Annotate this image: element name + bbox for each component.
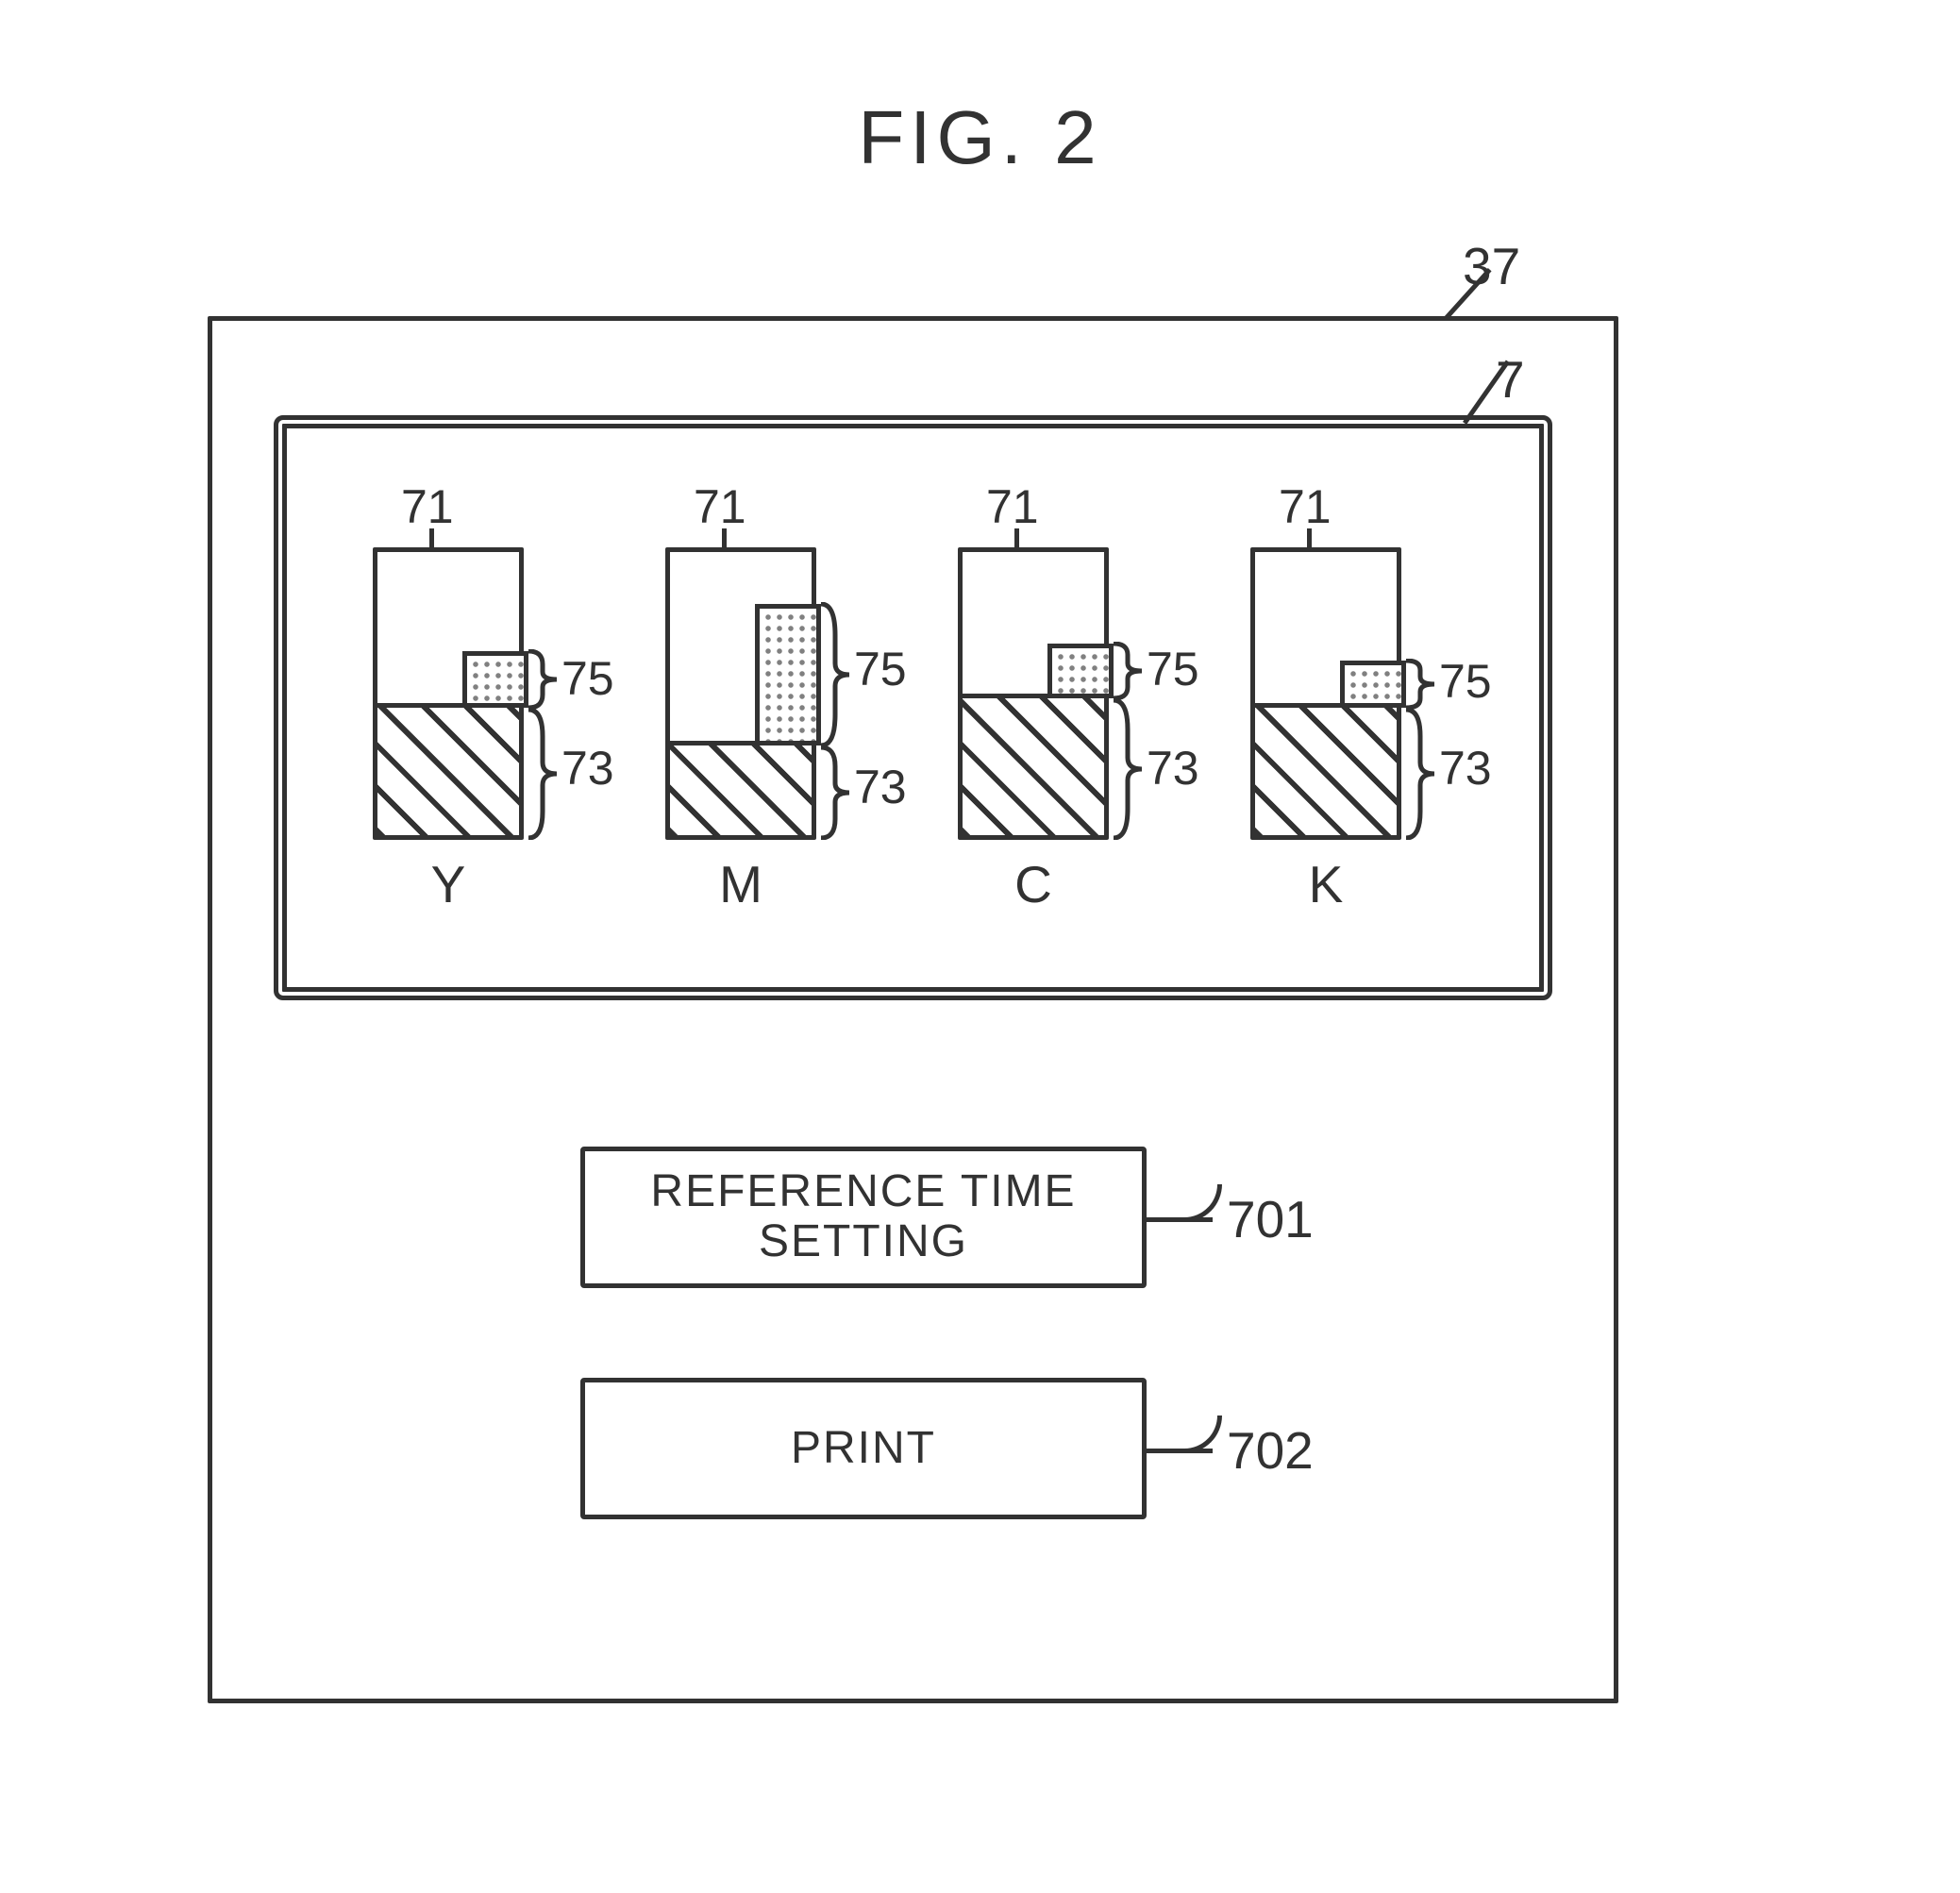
bar-label-y: Y bbox=[373, 854, 524, 914]
hatched-ref-c: 73 bbox=[1147, 741, 1199, 796]
ref-time-ref: 701 bbox=[1227, 1189, 1314, 1249]
dotted-ref-m: 75 bbox=[854, 642, 907, 696]
bar-label-m: M bbox=[665, 854, 816, 914]
dotted-ref-k: 75 bbox=[1439, 654, 1492, 709]
bar-label-c: C bbox=[958, 854, 1109, 914]
bar-hatched bbox=[963, 694, 1104, 835]
bar-label-k: K bbox=[1250, 854, 1401, 914]
bar-dotted bbox=[755, 604, 821, 745]
reference-time-setting-button[interactable]: REFERENCE TIME SETTING bbox=[580, 1147, 1147, 1288]
container-ref-c: 71 bbox=[986, 479, 1039, 534]
print-label: PRINT bbox=[791, 1424, 936, 1474]
container-ref-y: 71 bbox=[401, 479, 454, 534]
ref-time-leader bbox=[1147, 1217, 1213, 1222]
print-leader bbox=[1147, 1449, 1213, 1453]
dotted-ref-y: 75 bbox=[561, 651, 614, 706]
print-ref: 702 bbox=[1227, 1420, 1314, 1481]
reference-time-label: REFERENCE TIME SETTING bbox=[650, 1167, 1076, 1267]
container-ref-k: 71 bbox=[1279, 479, 1332, 534]
bar-dotted bbox=[462, 651, 528, 708]
bar-hatched bbox=[377, 703, 519, 835]
bar-dotted bbox=[1340, 661, 1406, 708]
dotted-ref-c: 75 bbox=[1147, 642, 1199, 696]
reference-time-line2: SETTING bbox=[759, 1216, 968, 1266]
figure-title: FIG. 2 bbox=[0, 94, 1960, 181]
reference-time-line1: REFERENCE TIME bbox=[650, 1166, 1076, 1216]
container-ref-m: 71 bbox=[694, 479, 746, 534]
bar-dotted bbox=[1047, 644, 1114, 698]
print-button[interactable]: PRINT bbox=[580, 1378, 1147, 1519]
hatched-ref-y: 73 bbox=[561, 741, 614, 796]
bar-hatched bbox=[670, 741, 812, 835]
page: FIG. 2 37 7 71 Y 75 73 71 M 75 73 bbox=[0, 0, 1960, 1893]
hatched-ref-m: 73 bbox=[854, 760, 907, 814]
bar-hatched bbox=[1255, 703, 1397, 835]
hatched-ref-k: 73 bbox=[1439, 741, 1492, 796]
